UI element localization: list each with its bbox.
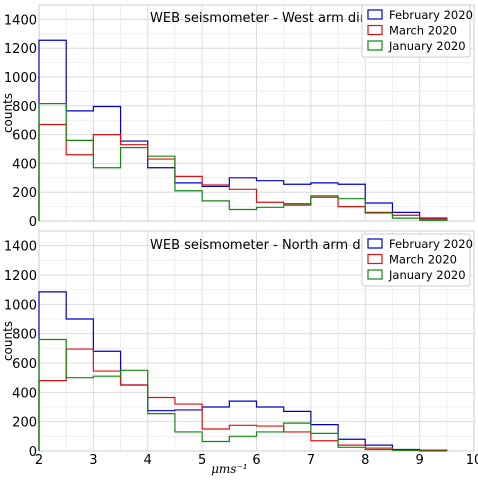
y-tick-label: 0 bbox=[29, 445, 37, 460]
x-tick-label: 5 bbox=[198, 453, 206, 468]
x-tick-label: 4 bbox=[144, 453, 152, 468]
x-tick-label: 7 bbox=[307, 453, 315, 468]
legend-box bbox=[361, 233, 471, 287]
y-tick-label: 800 bbox=[12, 100, 37, 115]
legend-entry: February 2020 bbox=[389, 8, 473, 22]
series-line-february-2020 bbox=[38, 39, 448, 221]
y-tick-label: 1200 bbox=[4, 42, 37, 57]
series-line-february-2020 bbox=[38, 291, 448, 451]
legend-swatch bbox=[367, 253, 383, 265]
y-tick-label: 1000 bbox=[4, 298, 37, 313]
x-tick-label: 6 bbox=[252, 453, 260, 468]
series-line-january-2020 bbox=[38, 103, 448, 221]
legend-swatch bbox=[367, 238, 383, 249]
y-tick-label: 400 bbox=[12, 157, 37, 172]
chart-title: WEB seismometer - North arm direction bbox=[150, 238, 409, 253]
y-tick-label: 1400 bbox=[4, 240, 37, 255]
x-axis-label: μms⁻¹ bbox=[211, 462, 247, 476]
x-tick-label: 2 bbox=[35, 453, 43, 468]
y-tick-label: 1000 bbox=[4, 71, 37, 86]
y-tick-label: 1200 bbox=[4, 269, 37, 284]
series-group bbox=[38, 291, 448, 452]
y-tick-label: 800 bbox=[12, 328, 37, 343]
series-line-march-2020 bbox=[38, 123, 448, 221]
legend-entry: January 2020 bbox=[388, 39, 466, 53]
y-tick-label: 1400 bbox=[4, 13, 37, 28]
panel-north: 0 200 400 600 800 1000 1200 1400 2 3 4 5 6 7 8 9 10 count… bbox=[1, 230, 478, 476]
y-tick-label: 200 bbox=[12, 416, 37, 431]
legend-entry: January 2020 bbox=[388, 268, 466, 282]
legend-swatch bbox=[367, 40, 383, 51]
x-tick-label: 10 bbox=[466, 453, 478, 468]
chart-title: WEB seismometer - West arm direction bbox=[150, 11, 405, 26]
x-tick-label: 9 bbox=[415, 453, 423, 468]
legend-entry: February 2020 bbox=[389, 237, 473, 251]
legend-entry: March 2020 bbox=[389, 253, 457, 267]
y-tick-label: 0 bbox=[29, 215, 37, 230]
x-tick-label: 3 bbox=[89, 453, 97, 468]
panel-west: 0 200 400 600 800 1000 1200 1400 counts WEB seism… bbox=[1, 4, 475, 230]
y-tick-label: 400 bbox=[12, 386, 37, 401]
y-tick-label: 600 bbox=[12, 129, 37, 144]
y-axis-label: counts bbox=[1, 93, 15, 133]
y-tick-label: 200 bbox=[12, 186, 37, 201]
series-group bbox=[38, 39, 448, 221]
y-axis-label: counts bbox=[1, 321, 15, 361]
series-line-january-2020 bbox=[38, 338, 447, 452]
legend-swatch bbox=[367, 24, 383, 36]
legend-swatch bbox=[367, 9, 383, 20]
legend-box bbox=[361, 4, 471, 58]
series-line-march-2020 bbox=[38, 348, 448, 451]
legend-swatch bbox=[367, 269, 383, 280]
x-tick-label: 8 bbox=[361, 453, 369, 468]
y-tick-label: 600 bbox=[12, 357, 37, 372]
legend-entry: March 2020 bbox=[389, 24, 457, 38]
